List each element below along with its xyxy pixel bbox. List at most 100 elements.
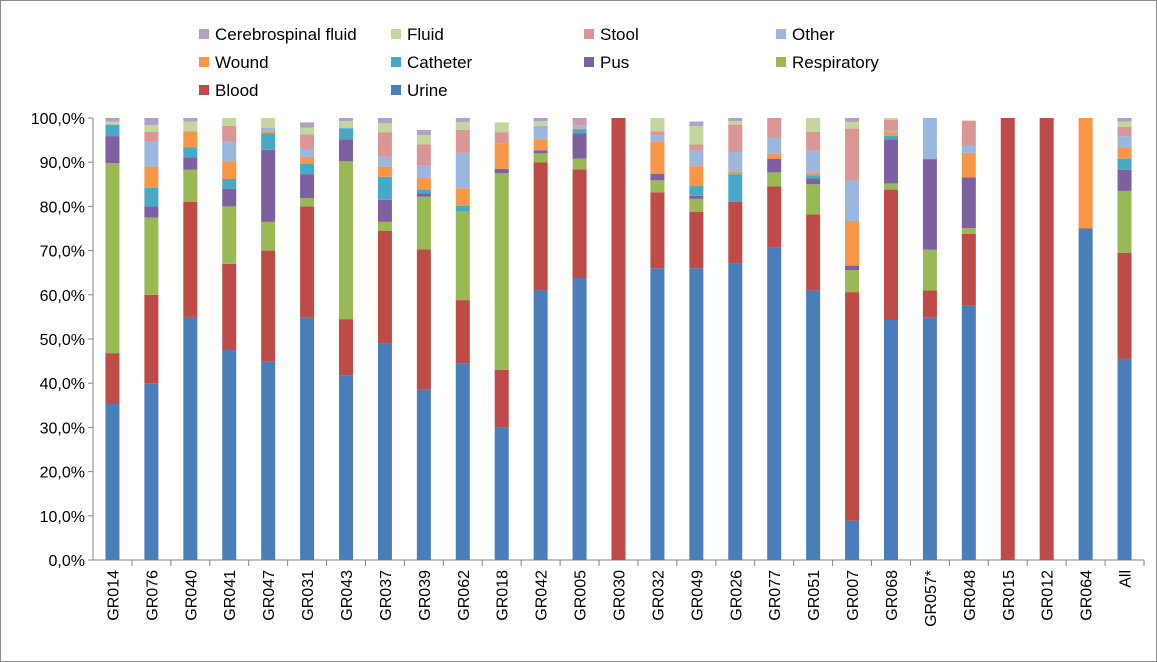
bar-segment-gr057-urine bbox=[922, 317, 937, 560]
bar-segment-gr076-fluid bbox=[144, 125, 159, 132]
bar-segment-gr048-blood bbox=[961, 233, 976, 306]
legend-swatch-fluid bbox=[391, 29, 401, 39]
bar-segment-gr077-blood bbox=[767, 186, 782, 248]
bar-segment-gr005-stool bbox=[572, 121, 587, 126]
bar-segment-gr064-wound bbox=[1078, 118, 1093, 229]
bar-segment-gr043-urine bbox=[339, 375, 354, 560]
bar-segment-gr051-fluid bbox=[806, 118, 821, 132]
bar-segment-gr051-respiratory bbox=[806, 184, 821, 215]
bar-segment-gr018-pus bbox=[494, 168, 509, 174]
bar-segment-gr031-stool bbox=[300, 134, 315, 149]
y-tick-label: 100,0% bbox=[31, 111, 85, 128]
bar-segment-all-urine bbox=[1117, 358, 1132, 560]
bar-segment-gr031-wound bbox=[300, 156, 315, 164]
bar-segment-gr032-respiratory bbox=[650, 180, 665, 193]
legend-swatch-other bbox=[776, 29, 786, 39]
bar-segment-gr049-other bbox=[689, 150, 704, 167]
bar-segment-gr005-respiratory bbox=[572, 158, 587, 170]
legend-label-catheter: Catheter bbox=[407, 53, 473, 72]
bar-segment-gr047-other bbox=[261, 127, 276, 132]
bar-segment-gr040-pus bbox=[183, 157, 198, 170]
category-label: GR057* bbox=[923, 570, 940, 627]
bar-segment-gr037-pus bbox=[377, 199, 392, 222]
category-label: GR043 bbox=[339, 570, 356, 621]
category-label: GR007 bbox=[845, 570, 862, 621]
bar-segment-gr077-pus bbox=[767, 158, 782, 173]
bar-segment-gr018-urine bbox=[494, 427, 509, 560]
bar-segment-gr040-respiratory bbox=[183, 169, 198, 202]
bar-segment-gr068-urine bbox=[883, 319, 898, 560]
bar-segment-gr076-wound bbox=[144, 166, 159, 188]
bar-segment-gr042-wound bbox=[533, 139, 548, 151]
bar-segment-gr007-pus bbox=[845, 265, 860, 271]
bar-segment-gr014-pus bbox=[105, 136, 120, 164]
bar-segment-gr047-pus bbox=[261, 149, 276, 222]
bar-segment-gr062-respiratory bbox=[455, 211, 470, 301]
bar-segment-gr068-stool bbox=[883, 119, 898, 131]
bar-segment-gr026-other bbox=[728, 152, 743, 172]
bar-segment-all-wound bbox=[1117, 147, 1132, 159]
bar-segment-all-respiratory bbox=[1117, 190, 1132, 253]
bar-segment-gr039-catheter bbox=[416, 189, 431, 194]
bar-segment-gr043-pus bbox=[339, 139, 354, 162]
bar-segment-gr048-stool bbox=[961, 120, 976, 145]
bar-segment-gr076-urine bbox=[144, 383, 159, 560]
bar-segment-gr068-pus bbox=[883, 139, 898, 184]
bar-segment-gr037-catheter bbox=[377, 176, 392, 200]
bar-segment-gr031-other bbox=[300, 148, 315, 157]
bar-segment-gr076-respiratory bbox=[144, 217, 159, 295]
bar-segment-gr042-blood bbox=[533, 162, 548, 291]
bar-segment-gr049-fluid bbox=[689, 125, 704, 145]
legend-label-respiratory: Respiratory bbox=[792, 53, 879, 72]
bar-segment-gr005-wound bbox=[572, 128, 587, 130]
bar-segment-gr041-pus bbox=[222, 188, 237, 207]
bar-segment-gr043-blood bbox=[339, 319, 354, 376]
bar-segment-gr064-urine bbox=[1078, 228, 1093, 560]
bar-segment-gr014-respiratory bbox=[105, 163, 120, 354]
category-label: All bbox=[1118, 570, 1135, 588]
bar-segment-gr041-stool bbox=[222, 125, 237, 142]
bar-segment-gr076-stool bbox=[144, 131, 159, 142]
bar-segment-gr043-catheter bbox=[339, 128, 354, 140]
bar-segment-all-other bbox=[1117, 136, 1132, 148]
bar-segment-gr051-stool bbox=[806, 131, 821, 151]
bar-segment-gr037-cerebrospinal-fluid bbox=[377, 118, 392, 124]
bar-segment-gr026-cerebrospinal-fluid bbox=[728, 118, 743, 122]
category-label: GR005 bbox=[573, 570, 590, 621]
category-label: GR040 bbox=[183, 570, 200, 621]
legend-label-stool: Stool bbox=[600, 25, 639, 44]
bar-segment-gr040-catheter bbox=[183, 147, 198, 158]
legend-label-other: Other bbox=[792, 25, 835, 44]
bar-segment-gr068-respiratory bbox=[883, 183, 898, 190]
legend-swatch-catheter bbox=[391, 57, 401, 67]
category-label: GR062 bbox=[456, 570, 473, 621]
bar-segment-gr039-fluid bbox=[416, 135, 431, 145]
bar-segment-gr031-respiratory bbox=[300, 198, 315, 207]
bar-segment-gr076-cerebrospinal-fluid bbox=[144, 118, 159, 126]
bar-segment-gr047-catheter bbox=[261, 133, 276, 150]
bar-segment-gr042-respiratory bbox=[533, 153, 548, 163]
bar-segment-gr005-urine bbox=[572, 278, 587, 560]
bar-segment-gr026-urine bbox=[728, 263, 743, 560]
bar-segment-gr032-fluid bbox=[650, 118, 665, 132]
bar-segment-gr018-blood bbox=[494, 369, 509, 428]
bar-segment-gr030-blood bbox=[611, 118, 626, 560]
bar-segment-gr007-urine bbox=[845, 520, 860, 560]
category-label: GR041 bbox=[222, 570, 239, 621]
bar-segment-gr042-pus bbox=[533, 150, 548, 154]
bar-segment-gr031-urine bbox=[300, 317, 315, 560]
bar-segment-gr077-stool bbox=[767, 118, 782, 138]
bar-segment-gr032-wound bbox=[650, 141, 665, 174]
bar-segment-gr041-respiratory bbox=[222, 206, 237, 264]
bar-segment-gr077-wound bbox=[767, 153, 782, 159]
category-label: GR026 bbox=[728, 570, 745, 621]
bar-segment-gr057-respiratory bbox=[922, 249, 937, 291]
bar-segment-gr047-wound bbox=[261, 131, 276, 134]
bar-segment-gr076-pus bbox=[144, 206, 159, 218]
bar-segment-gr077-other bbox=[767, 137, 782, 154]
bar-segment-gr062-urine bbox=[455, 363, 470, 560]
bar-segment-gr077-urine bbox=[767, 247, 782, 560]
bar-segment-gr051-wound bbox=[806, 172, 821, 176]
bar-segment-gr062-fluid bbox=[455, 121, 470, 130]
category-label: GR012 bbox=[1040, 570, 1057, 621]
